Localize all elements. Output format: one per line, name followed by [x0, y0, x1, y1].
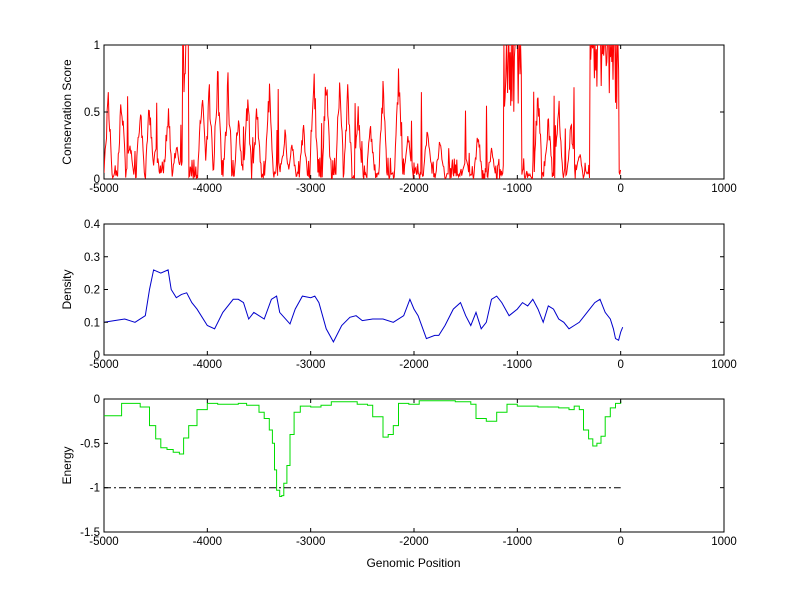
density-panel: -5000 -4000 -3000 -2000 -1000 0 1000 0 0.1 0.2 0.3… [60, 219, 737, 371]
energy-plot-frame [103, 398, 725, 533]
x-tick-label: -3000 [296, 536, 325, 548]
x-tick-label: -2000 [399, 536, 428, 548]
conservation-y-axis-label: Conservation Score [60, 59, 74, 165]
x-tick-label: -4000 [193, 359, 222, 371]
energy-series [104, 400, 622, 497]
x-tick-label: 1000 [711, 359, 737, 371]
x-tick-label: -3000 [296, 183, 325, 195]
x-tick-label: -2000 [399, 183, 428, 195]
x-tick-label: -4000 [193, 536, 222, 548]
x-tick-label: -5000 [89, 536, 118, 548]
y-tick-label: 0.5 [84, 107, 100, 119]
y-tick-label: 0.1 [84, 317, 100, 329]
density-plot-frame [103, 223, 725, 356]
y-tick-label: 0.4 [84, 219, 101, 231]
y-tick-label: -0.5 [80, 438, 100, 450]
x-tick-label: 1000 [711, 183, 737, 195]
x-axis-label: Genomic Position [366, 556, 460, 570]
x-tick-label: 1000 [711, 536, 737, 548]
y-tick-label: 0 [94, 174, 100, 186]
x-tick-label: -1000 [503, 359, 532, 371]
conservation-panel: -5000 -4000 -3000 -2000 -1000 0 1000 0 0.5 1 Conse… [60, 40, 737, 195]
density-y-axis-label: Density [60, 269, 74, 309]
y-tick-label: 0.2 [84, 285, 100, 297]
y-tick-label: -1 [90, 483, 100, 495]
x-tick-label: -1000 [503, 183, 532, 195]
x-tick-label: -5000 [89, 359, 118, 371]
energy-y-axis-label: Energy [60, 446, 74, 484]
x-tick-label: 0 [617, 536, 623, 548]
conservation-series [104, 45, 621, 179]
x-tick-label: -1000 [503, 536, 532, 548]
x-tick-label: -2000 [399, 359, 428, 371]
x-tick-label: -3000 [296, 359, 325, 371]
x-tick-label: -4000 [193, 183, 222, 195]
x-tick-label: 0 [617, 359, 623, 371]
conservation-line [104, 45, 621, 179]
x-tick-label: -5000 [89, 183, 118, 195]
energy-panel: -5000 -4000 -3000 -2000 -1000 0 1000 -1.5 -1 -0.5… [60, 394, 737, 548]
conservation-plot-frame [103, 44, 725, 180]
density-series [104, 269, 624, 343]
y-tick-label: 1 [94, 40, 100, 52]
density-line [104, 269, 624, 343]
x-tick-label: 0 [617, 183, 623, 195]
y-tick-label: -1.5 [80, 527, 100, 539]
y-tick-label: 0.3 [84, 252, 100, 264]
y-tick-label: 0 [94, 394, 100, 406]
energy-line [104, 400, 622, 497]
y-tick-label: 0 [94, 350, 100, 362]
